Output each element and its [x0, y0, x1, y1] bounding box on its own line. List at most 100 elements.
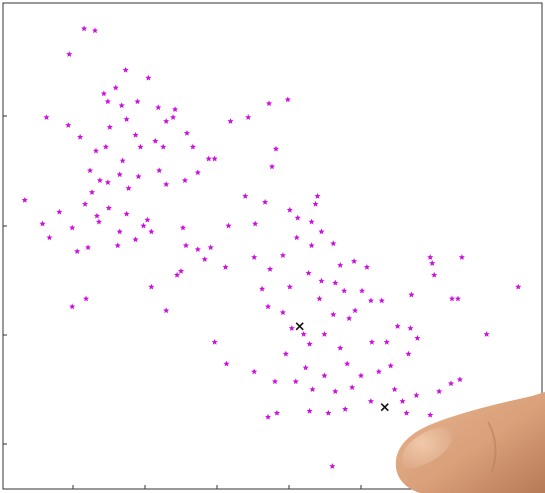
data-point [337, 344, 344, 351]
data-point [407, 325, 414, 331]
data-point [170, 114, 177, 120]
data-point [318, 228, 325, 235]
data-point [179, 224, 187, 231]
data-point [346, 315, 353, 322]
data-point [95, 218, 102, 225]
data-point [201, 256, 208, 262]
finger-crease [487, 421, 497, 473]
data-point [272, 145, 280, 152]
data-point [282, 350, 289, 357]
data-point [414, 334, 421, 341]
data-point [134, 98, 141, 105]
data-point [341, 287, 348, 294]
data-point [104, 98, 111, 105]
data-point [82, 200, 89, 207]
data-point [86, 167, 94, 174]
data-point [122, 66, 129, 73]
data-point [436, 388, 443, 394]
data-point [383, 338, 390, 345]
data-point [305, 269, 312, 276]
data-point [391, 386, 398, 393]
data-point [308, 218, 315, 225]
data-point [69, 224, 76, 231]
data-point [456, 376, 463, 383]
data-point [352, 307, 359, 314]
data-point [413, 392, 420, 398]
data-point [306, 340, 313, 347]
data-point [273, 409, 280, 416]
data-point [163, 181, 170, 187]
data-point [93, 212, 100, 219]
data-point [363, 263, 370, 270]
data-point [427, 254, 434, 260]
data-point [74, 248, 81, 255]
data-point [293, 234, 300, 241]
data-point [148, 228, 155, 235]
data-point [294, 214, 301, 221]
data-point [458, 254, 465, 260]
data-point [325, 409, 332, 416]
data-point [308, 242, 315, 249]
data-point [118, 102, 125, 109]
data-point [116, 171, 123, 178]
data-point [85, 244, 92, 251]
data-point [483, 331, 490, 337]
data-point [351, 258, 358, 264]
data-point [163, 118, 170, 124]
data-point [123, 210, 130, 217]
data-point [66, 51, 73, 57]
data-point [265, 413, 272, 420]
data-point [106, 124, 113, 130]
data-point [205, 155, 212, 162]
data-point [77, 133, 84, 140]
data-point [394, 323, 401, 329]
data-point [172, 106, 179, 113]
data-point [314, 193, 321, 199]
data-point [259, 285, 266, 292]
data-point [431, 271, 438, 278]
data-point [225, 222, 232, 229]
data-point [286, 206, 293, 213]
data-point [349, 384, 356, 391]
data-point [92, 147, 100, 154]
data-point [163, 307, 170, 314]
data-point [21, 196, 28, 203]
data-point [189, 143, 196, 150]
data-point [337, 262, 344, 268]
data-point [114, 242, 121, 249]
data-point [156, 167, 163, 174]
data-point [39, 220, 46, 227]
data-point [358, 287, 366, 294]
data-point [43, 114, 50, 120]
data-point [265, 100, 273, 107]
data-point [357, 372, 365, 379]
data-point [292, 378, 299, 385]
data-point [148, 283, 155, 290]
data-point [177, 267, 185, 274]
data-point [145, 74, 152, 81]
data-point [403, 409, 410, 416]
data-point [367, 398, 374, 404]
data-point [427, 411, 434, 418]
data-point [119, 157, 126, 164]
data-point [332, 279, 339, 286]
data-point [312, 200, 319, 207]
data-point [135, 173, 142, 180]
data-point [268, 163, 276, 170]
data-point [211, 155, 218, 162]
data-point [279, 252, 286, 258]
data-point [152, 137, 159, 144]
data-points [21, 25, 522, 469]
data-point [102, 143, 109, 150]
data-point [408, 291, 415, 298]
data-point [288, 325, 295, 331]
data-point [321, 331, 328, 337]
data-point [155, 104, 162, 111]
data-point [309, 386, 316, 393]
data-point [116, 228, 123, 235]
data-point [271, 378, 279, 385]
data-point [251, 254, 258, 260]
data-point [279, 309, 286, 316]
